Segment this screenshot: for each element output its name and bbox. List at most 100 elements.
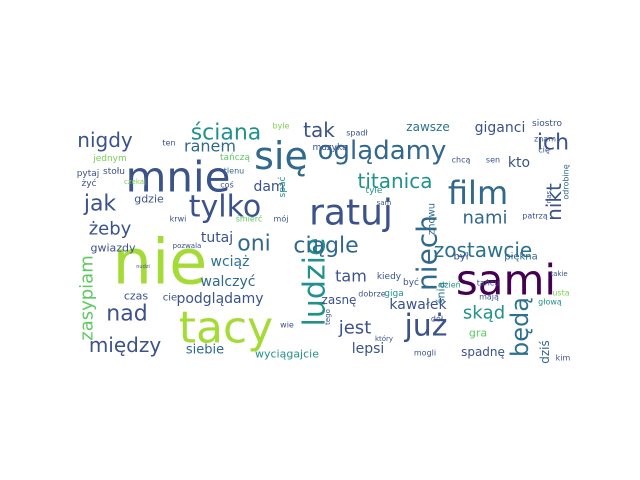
word-81: cię [538, 146, 550, 155]
word-36: tutaj [201, 230, 233, 246]
word-17: nigdy [77, 128, 133, 152]
word-96: mają [479, 293, 499, 302]
word-91: być [403, 277, 419, 288]
word-64: byle [273, 122, 290, 131]
word-46: gwiazdy [90, 242, 136, 255]
word-34: kawałek [389, 297, 447, 313]
word-33: podglądamy [176, 291, 263, 307]
word-57: giga [384, 289, 403, 299]
word-98: kim [556, 354, 571, 363]
word-85: dzień [439, 281, 461, 290]
word-27: ranem [184, 137, 236, 156]
word-73: pozwala [173, 242, 202, 250]
word-51: dziś [538, 340, 552, 364]
word-54: piękna [504, 252, 538, 263]
word-67: tlenu [224, 167, 244, 176]
word-95: mogli [414, 349, 436, 358]
word-24: nikt [542, 183, 566, 221]
word-12: ściana [191, 121, 262, 146]
word-43: zasnę [322, 293, 357, 307]
word-58: tańczą [220, 153, 250, 163]
word-25: jest [338, 318, 372, 339]
word-94: który [375, 335, 393, 343]
word-44: wyciągajcie [255, 348, 319, 361]
word-14: oni [237, 232, 271, 257]
word-72: krwi [170, 215, 187, 224]
word-68: coś [220, 180, 233, 190]
word-62: jednym [92, 154, 127, 164]
word-53: śnią [435, 281, 448, 304]
word-88: tańcu [477, 279, 500, 288]
word-10: niech [411, 215, 444, 291]
word-76: sam [377, 199, 392, 207]
word-8: tylko [189, 190, 262, 225]
word-3: sami [456, 256, 556, 305]
word-2: mnie [125, 153, 230, 202]
word-84: patrzą [522, 212, 548, 221]
word-89: dół [431, 314, 444, 324]
word-63: ten [162, 139, 175, 148]
word-49: cie [163, 293, 177, 304]
word-75: tyle [366, 186, 383, 196]
word-99: nudzi [136, 264, 150, 270]
word-5: się [254, 134, 308, 178]
word-6: ludzie [298, 238, 333, 327]
word-4: ratuj [309, 193, 393, 234]
word-59: stołu [103, 167, 125, 177]
word-40: siebie [186, 343, 224, 358]
word-23: ich [537, 131, 569, 156]
word-79: siostro [532, 119, 562, 129]
word-52: znowu [427, 203, 438, 235]
word-92: tego [324, 309, 332, 325]
word-87: usta [552, 289, 569, 298]
word-83: nas [545, 190, 553, 203]
word-71: śmierć [236, 214, 263, 224]
word-56: kiedy [377, 272, 402, 282]
word-66: muzyka [312, 143, 347, 153]
word-42: zawsze [406, 120, 449, 134]
word-38: wciąż [211, 254, 250, 270]
word-86: takie [550, 270, 567, 278]
word-39: walczyć [201, 274, 256, 290]
word-35: kto [508, 155, 530, 171]
word-65: spadł [346, 129, 368, 138]
word-77: chcą [452, 156, 471, 165]
word-0: nie [113, 226, 208, 299]
word-93: wie [280, 321, 294, 330]
word-7: film [448, 174, 508, 212]
word-41: lepsi [352, 341, 385, 357]
word-78: sen [486, 156, 500, 165]
word-97: głową [538, 298, 562, 307]
word-90: dobrze [358, 290, 386, 299]
word-47: gdzie [134, 193, 164, 206]
word-21: zasypiam [77, 255, 98, 341]
word-70: mój [274, 214, 289, 224]
word-48: czas [124, 290, 149, 303]
word-22: jak [83, 192, 117, 217]
word-55: był [453, 252, 468, 263]
word-20: zostawcie [434, 238, 532, 262]
word-74: czekaj [124, 178, 146, 186]
word-50: gra [469, 327, 487, 340]
word-82: odrobinę [562, 164, 571, 199]
word-11: oglądamy [318, 136, 447, 166]
word-15: ciągle [293, 234, 358, 259]
word-9: już [403, 309, 447, 344]
word-18: nad [106, 302, 147, 327]
word-30: żeby [89, 219, 132, 240]
word-80: znam [534, 135, 556, 144]
word-32: giganci [475, 120, 526, 136]
word-37: dam [253, 179, 284, 195]
word-31: tam [335, 267, 367, 286]
word-13: będą [506, 297, 534, 357]
word-26: tak [303, 118, 335, 142]
word-60: pytaj [77, 169, 100, 179]
word-29: skąd [463, 303, 505, 324]
word-28: nami [463, 208, 508, 229]
word-61: żyć [82, 178, 97, 189]
word-1: tacy [179, 303, 273, 354]
word-69: spać [277, 177, 288, 198]
word-16: titanica [358, 169, 433, 193]
word-45: spadnę [461, 345, 505, 359]
